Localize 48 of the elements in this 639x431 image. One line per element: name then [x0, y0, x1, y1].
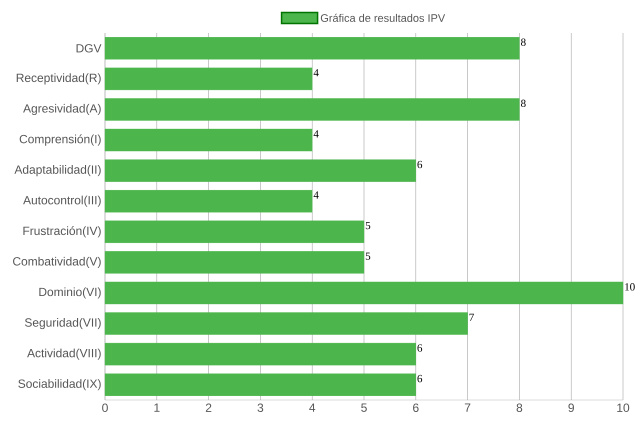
data-label: 6	[417, 344, 422, 352]
bar	[104, 98, 520, 121]
y-tick-label: Autocontrol(III)	[23, 196, 101, 207]
data-label: 6	[417, 374, 422, 382]
bar	[104, 374, 416, 396]
y-tick-label: Combatividad(V)	[13, 256, 101, 268]
y-tick-label: DGV	[76, 44, 102, 53]
y-tick-label: Agresividad(A)	[23, 104, 101, 116]
x-tick-label: 0	[102, 404, 108, 412]
x-tick-label: 8	[516, 404, 522, 412]
x-tick-label: 6	[413, 404, 419, 412]
x-tick-label: 10	[617, 404, 630, 412]
x-tick-label: 9	[568, 404, 574, 412]
bar	[104, 159, 416, 182]
data-label: 8	[521, 100, 526, 108]
data-label: 4	[314, 191, 319, 199]
data-label: 7	[470, 314, 474, 321]
bar	[104, 190, 312, 212]
y-tick-label: Adaptabilidad(II)	[14, 165, 101, 176]
bar	[104, 312, 468, 335]
data-label: 10	[625, 283, 635, 291]
x-tick-label: 5	[361, 404, 367, 412]
data-label: 4	[314, 69, 319, 76]
bar	[104, 342, 416, 366]
y-tick-label: Seguridad(VII)	[24, 318, 101, 330]
data-label: 6	[417, 160, 422, 168]
x-tick-label: 7	[464, 404, 470, 412]
bar	[104, 37, 520, 60]
bar	[104, 68, 312, 90]
y-tick-label: Frustración(IV)	[23, 226, 101, 238]
y-tick-label: Receptividad(R)	[16, 73, 101, 84]
y-tick-label: Actividad(VIII)	[27, 348, 101, 360]
x-tick-label: 4	[309, 404, 316, 412]
x-tick-label: 3	[258, 404, 264, 412]
y-tick-label: Dominio(VI)	[39, 287, 101, 299]
bar	[104, 251, 364, 274]
data-label: 5	[366, 252, 370, 260]
legend-label: Gráfica de resultados IPV	[320, 14, 446, 22]
data-label: 4	[314, 130, 319, 138]
x-tick-label: 1	[154, 404, 160, 412]
y-tick-label: Sociabilidad(IX)	[18, 379, 101, 390]
bar	[104, 282, 624, 304]
x-tick-label: 2	[206, 404, 212, 412]
bar	[104, 128, 312, 152]
data-label: 8	[521, 38, 526, 46]
y-tick-label: Comprensión(I)	[20, 134, 101, 146]
data-label: 5	[366, 222, 370, 230]
bar	[104, 220, 364, 244]
